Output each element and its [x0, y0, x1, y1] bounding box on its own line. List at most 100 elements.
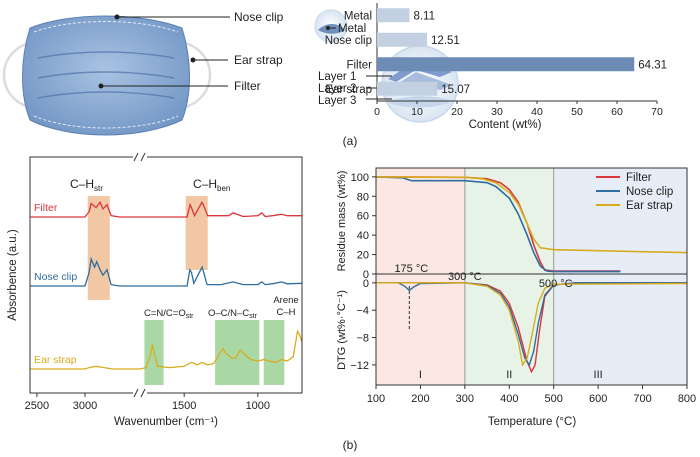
tga-line-ear-strap: [375, 176, 688, 254]
tga-dtg-chart: 0 20 40 60 80 100 0 −4 −8 −12 100 200 300 400 500 600 70…: [336, 167, 696, 428]
ftir-band-labels: C–Hstr C–Hben C=N/C=Ostr O–C/N–Cstr Aren…: [70, 177, 299, 320]
legend-label-nose-clip: Nose clip: [626, 186, 673, 198]
band-label-arene-2: C–H: [276, 307, 295, 318]
bar-value-label: 15.07: [441, 84, 470, 96]
ftir-series-label: Filter: [34, 202, 58, 214]
dtg-y-tick-label: −4: [356, 305, 369, 317]
region-iii-label: III: [594, 369, 603, 381]
mask-seam-top: [33, 21, 179, 33]
dtg-frame: [375, 273, 688, 386]
ftir-x-ticks: 3000 2500 1500 1000: [25, 393, 270, 412]
region-1-shade: [376, 168, 465, 385]
ftir-series-label: Nose clip: [34, 271, 77, 283]
mask-seam-bottom: [33, 115, 179, 129]
ftir-x-tick-label: 2500: [25, 400, 49, 412]
bar-x-tick-label: 30: [491, 106, 503, 118]
tga-x-tick-label: 200: [411, 393, 429, 405]
layer-3-callout: Layer 3: [318, 95, 356, 107]
tga-annotations: 175 °C 300 °C 500 °C I II III: [394, 263, 602, 381]
tga-legend: Filter Nose clip Ear strap: [596, 172, 673, 212]
axis-break-top-gap: [133, 151, 147, 163]
ftir-series-label: Ear strap: [34, 354, 77, 366]
region-ii-label: II: [506, 369, 512, 381]
bar-x-tick-label: 20: [451, 106, 463, 118]
filter-callout: Filter: [234, 79, 261, 93]
bar-x-tick-label: 70: [651, 106, 663, 118]
ftir-x-tick-label: 3000: [73, 400, 97, 412]
tga-line-nose-clip: [375, 176, 621, 273]
bar-x-axis-label: Content (wt%): [469, 119, 542, 131]
metal-wire: [318, 24, 345, 34]
ftir-chart: 3000 2500 1500 1000 Filter Nose clip Ear stra…: [7, 151, 303, 428]
tga-y-tick-label: 20: [357, 250, 369, 262]
axis-break-top-1: [133, 152, 139, 162]
bar-value-label: 8.11: [413, 10, 435, 22]
tga-y-tick-label: 100: [351, 172, 369, 184]
bar-category-label: Metal: [344, 10, 372, 22]
band-label-cn-co: C=N/C=Ostr: [144, 308, 194, 320]
dtg-y-tick-label: −12: [350, 360, 369, 372]
region-i-label: I: [419, 369, 422, 381]
dtg-curves: [376, 282, 688, 374]
dtg-y-tick-label: −8: [356, 333, 369, 345]
bar-category-label: Nose clip: [325, 35, 372, 47]
tga-x-tick-label: 300: [456, 393, 474, 405]
mask-illustration: [2, 15, 212, 136]
bar-ear-strap: [377, 81, 438, 96]
bar-metal: [377, 8, 410, 23]
band-ch-ben: [185, 196, 208, 270]
band-ch-str: [87, 196, 110, 300]
layer-1-callout: Layer 1: [318, 71, 356, 83]
t175-annotation: 175 °C: [394, 263, 428, 275]
panel-b-label: (b): [343, 438, 358, 452]
bar-category-label: Ear strap: [325, 84, 372, 96]
tga-curves: [375, 176, 688, 273]
tga-x-tick-label: 800: [678, 393, 696, 405]
band-label-ch-str: C–Hstr: [70, 177, 103, 193]
bar-x-tick-label: 50: [571, 106, 583, 118]
bar-category-label: Filter: [346, 59, 372, 71]
ftir-x-axis-label: Wavenumber (cm⁻¹): [114, 416, 218, 428]
axis-break-bottom-1: [133, 388, 139, 398]
mask-callouts: Nose clip Ear strap Filter: [98, 10, 284, 93]
ftir-frame: [29, 156, 303, 394]
axis-break-top-2: [140, 152, 146, 162]
panel-a-label: (a): [343, 134, 358, 148]
region-boundaries: [464, 168, 555, 385]
tga-x-tick-label: 100: [367, 393, 385, 405]
tga-y-tick-label: 0: [363, 269, 369, 281]
region-2-shade: [464, 168, 554, 385]
bar-filter: [377, 57, 635, 72]
dtg-y-axis-label: DTG (wt%·°C⁻¹): [336, 290, 348, 370]
dtg-line-nose-clip: [376, 282, 687, 367]
bar-x-tick-label: 60: [611, 106, 623, 118]
axis-break-bottom-gap: [133, 387, 147, 399]
bar-x-tick-label: 40: [531, 106, 543, 118]
tga-y-axis-label: Residue mass (wt%): [336, 171, 348, 272]
ftir-spectra: [30, 200, 303, 370]
tga-y-tick-label: 60: [357, 211, 369, 223]
ftir-line-ear-strap-1: [30, 365, 140, 370]
mask-pleat-1: [37, 51, 175, 59]
tga-x-tick-label: 500: [545, 393, 563, 405]
dtg-y-tick-label: 0: [363, 278, 369, 290]
band-label-ch-ben: C–Hben: [193, 177, 230, 193]
nose-clip-callout: Nose clip: [234, 10, 284, 24]
ftir-y-axis-label: Absorbence (a.u.): [7, 229, 19, 321]
layer-3-shape: [388, 96, 452, 108]
tga-axes: 0 20 40 60 80 100 0 −4 −8 −12 100 200 300 400 500 600 70…: [336, 171, 696, 428]
band-label-oc-nc: O–C/N–Cstr: [208, 308, 258, 320]
legend-label-filter: Filter: [626, 172, 652, 184]
ear-strap-callout: Ear strap: [234, 53, 283, 67]
temperature-regions: [376, 168, 687, 385]
axis-break-bottom-2: [140, 388, 146, 398]
layer-2-callout: Layer 2: [318, 83, 356, 95]
mask-pleat-2: [37, 71, 175, 79]
ftir-line-ear-strap-2: [139, 329, 303, 370]
ftir-line-nose-clip-1: [30, 256, 140, 287]
ftir-line-filter-2: [140, 200, 302, 218]
bar-value-label: 64.31: [638, 59, 667, 71]
mask-pleat-3: [37, 91, 175, 99]
tga-x-tick-label: 600: [589, 393, 607, 405]
